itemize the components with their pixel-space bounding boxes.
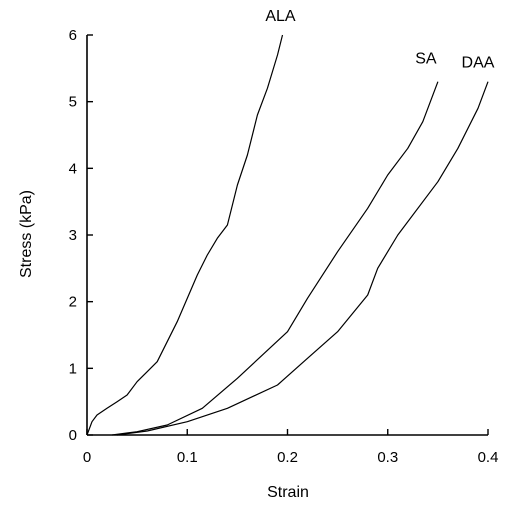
series-line-sa: [112, 81, 439, 436]
series-label-daa: DAA: [462, 55, 495, 72]
y-tick-label: 6: [69, 27, 77, 44]
x-tick-label: 0.2: [277, 449, 298, 466]
plot-area: 0 1 2 3 4 5 6 0 0.1 0.2 0.3 0.4 ALA SA DAA: [69, 8, 499, 466]
x-axis-title: Strain: [267, 484, 309, 501]
y-tick-label: 3: [69, 227, 77, 244]
y-axis-title: Stress (kPa): [18, 190, 35, 278]
series-line-ala: [86, 34, 284, 436]
x-tick-label: 0.3: [377, 449, 398, 466]
y-tick-label: 5: [69, 94, 77, 111]
series-label-ala: ALA: [265, 8, 296, 25]
series-label-sa: SA: [415, 51, 437, 68]
series-line-daa: [117, 81, 489, 436]
y-tick-label: 2: [69, 294, 77, 311]
y-tick-label: 1: [69, 360, 77, 377]
x-tick-label: 0.4: [478, 449, 499, 466]
x-tick-label: 0.1: [177, 449, 198, 466]
y-tick-label: 0: [69, 427, 77, 444]
x-tick-label: 0: [83, 449, 91, 466]
y-tick-label: 4: [69, 160, 77, 177]
